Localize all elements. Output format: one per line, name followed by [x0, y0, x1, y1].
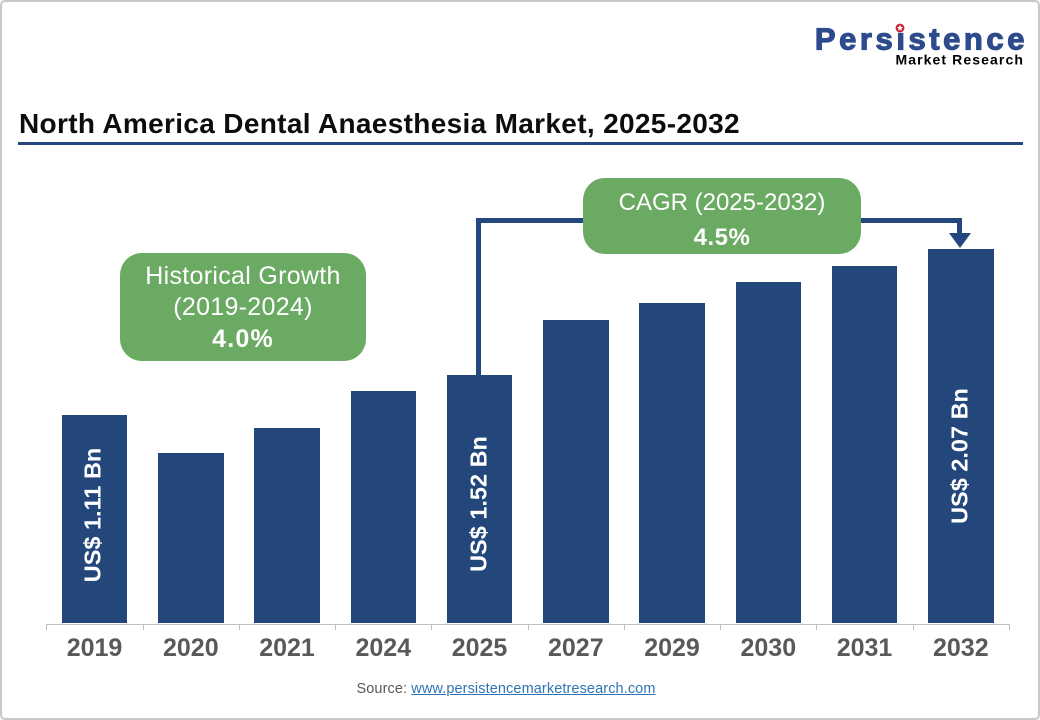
svg-text:Market Research: Market Research	[895, 52, 1024, 68]
svg-text:Persıstence: Persıstence	[815, 22, 1028, 57]
